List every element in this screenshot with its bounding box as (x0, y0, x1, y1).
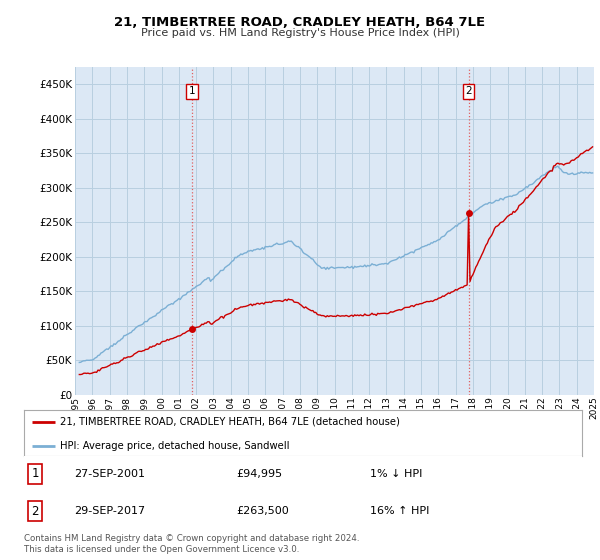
Text: 2: 2 (31, 505, 39, 518)
Text: £263,500: £263,500 (236, 506, 289, 516)
Text: 27-SEP-2001: 27-SEP-2001 (74, 469, 145, 479)
Text: 1: 1 (31, 467, 39, 480)
Text: 16% ↑ HPI: 16% ↑ HPI (370, 506, 430, 516)
Text: 1: 1 (188, 86, 195, 96)
Text: 1% ↓ HPI: 1% ↓ HPI (370, 469, 422, 479)
Text: Price paid vs. HM Land Registry's House Price Index (HPI): Price paid vs. HM Land Registry's House … (140, 28, 460, 38)
Text: 29-SEP-2017: 29-SEP-2017 (74, 506, 145, 516)
Text: £94,995: £94,995 (236, 469, 282, 479)
Text: 2: 2 (465, 86, 472, 96)
Text: 21, TIMBERTREE ROAD, CRADLEY HEATH, B64 7LE: 21, TIMBERTREE ROAD, CRADLEY HEATH, B64 … (115, 16, 485, 29)
Text: HPI: Average price, detached house, Sandwell: HPI: Average price, detached house, Sand… (60, 441, 290, 451)
Text: 21, TIMBERTREE ROAD, CRADLEY HEATH, B64 7LE (detached house): 21, TIMBERTREE ROAD, CRADLEY HEATH, B64 … (60, 417, 400, 427)
Text: Contains HM Land Registry data © Crown copyright and database right 2024.
This d: Contains HM Land Registry data © Crown c… (24, 534, 359, 554)
